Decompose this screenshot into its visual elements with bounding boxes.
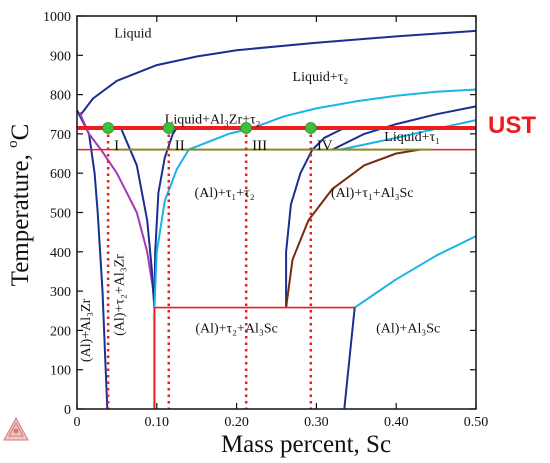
region-label: Liquid <box>114 27 151 42</box>
y-axis-label-main: Temperature, <box>7 148 34 286</box>
curve-cyan-mid-right <box>340 119 477 151</box>
y-tick-label: 200 <box>50 324 71 339</box>
region-label: (Al)+τ₁+τ₂ <box>195 186 255 201</box>
dotted-verticals <box>106 128 313 409</box>
marker-label-III: III <box>252 138 267 154</box>
y-tick-label: 400 <box>50 246 71 261</box>
curve-navy-iv-curve <box>285 127 345 308</box>
x-tick-label: 0.20 <box>224 415 249 430</box>
ust-label: UST <box>488 112 536 139</box>
curve-brown-curve <box>285 148 421 308</box>
x-tick-label: 0.50 <box>464 415 489 430</box>
curve-navy-left-dip <box>153 127 178 308</box>
phase-boundaries <box>76 29 477 410</box>
y-tick-label: 1000 <box>43 10 71 25</box>
software-logo-icon <box>3 416 29 441</box>
y-tick-label: 500 <box>50 207 71 222</box>
reference-lines <box>77 126 476 409</box>
marker-label-I: I <box>114 138 119 154</box>
region-label: Liquid+Al₃Zr+τ₂ <box>165 112 261 127</box>
marker-IV <box>304 122 317 134</box>
curve-navy-solvus <box>76 109 109 410</box>
y-tick-label: 700 <box>50 128 71 143</box>
region-label: (Al)+τ₁+Al₃Sc <box>331 186 414 201</box>
marker-I <box>102 122 115 134</box>
region-label: (Al)+τ₂+Al₃Sc <box>195 321 278 336</box>
x-tick-label: 0.40 <box>384 415 409 430</box>
marker-label-IV: IV <box>317 138 333 154</box>
marker-II <box>162 122 175 134</box>
region-labels: Liquid Liquid+τ₂ Liquid+Al₃Zr+τ₂ Liquid+τ₁ (… <box>79 27 440 362</box>
y-axis-label: Temperature, oC <box>5 124 34 287</box>
y-tick-label: 600 <box>50 167 71 182</box>
y-tick-label: 0 <box>64 403 71 418</box>
curve-cyan-upper <box>252 88 477 129</box>
y-axis-label-unit: C <box>7 124 34 141</box>
y-axis-label-degree: o <box>5 140 21 148</box>
curve-navy-lower-right <box>343 307 356 410</box>
y-tick-label: 900 <box>50 49 71 64</box>
region-label: (Al)+τ₂+Al₃Zr <box>112 254 127 336</box>
y-tick-label: 100 <box>50 364 71 379</box>
curve-cyan-lower-right <box>354 235 477 309</box>
region-label: (Al)+Al₃Sc <box>376 321 440 336</box>
x-axis-label: Mass percent, Sc <box>221 431 391 458</box>
y-tick-label: 800 <box>50 89 71 104</box>
curve-navy-upper-right <box>331 105 477 151</box>
marker-III <box>240 122 253 134</box>
curve-cyan-v-right <box>153 127 253 308</box>
region-label: Liquid+τ₁ <box>384 130 440 145</box>
y-tick-label: 300 <box>50 285 71 300</box>
region-label: (Al)+Al₃Zr <box>79 298 94 362</box>
marker-label-II: II <box>175 138 185 154</box>
curve-navy-v-left <box>119 127 156 308</box>
markers: I II III IV <box>102 122 333 154</box>
x-tick-label: 0.10 <box>145 415 170 430</box>
svg-text:Temperature, oC: Temperature, oC <box>5 124 34 287</box>
x-tick-label: 0 <box>74 415 81 430</box>
axes: 0 0.10 0.20 0.30 0.40 0.50 0 100 200 300 400 500 600… <box>43 10 488 430</box>
x-tick-label: 0.30 <box>304 415 329 430</box>
region-label: Liquid+τ₂ <box>293 70 349 85</box>
curve-liquidus-navy <box>80 29 477 115</box>
